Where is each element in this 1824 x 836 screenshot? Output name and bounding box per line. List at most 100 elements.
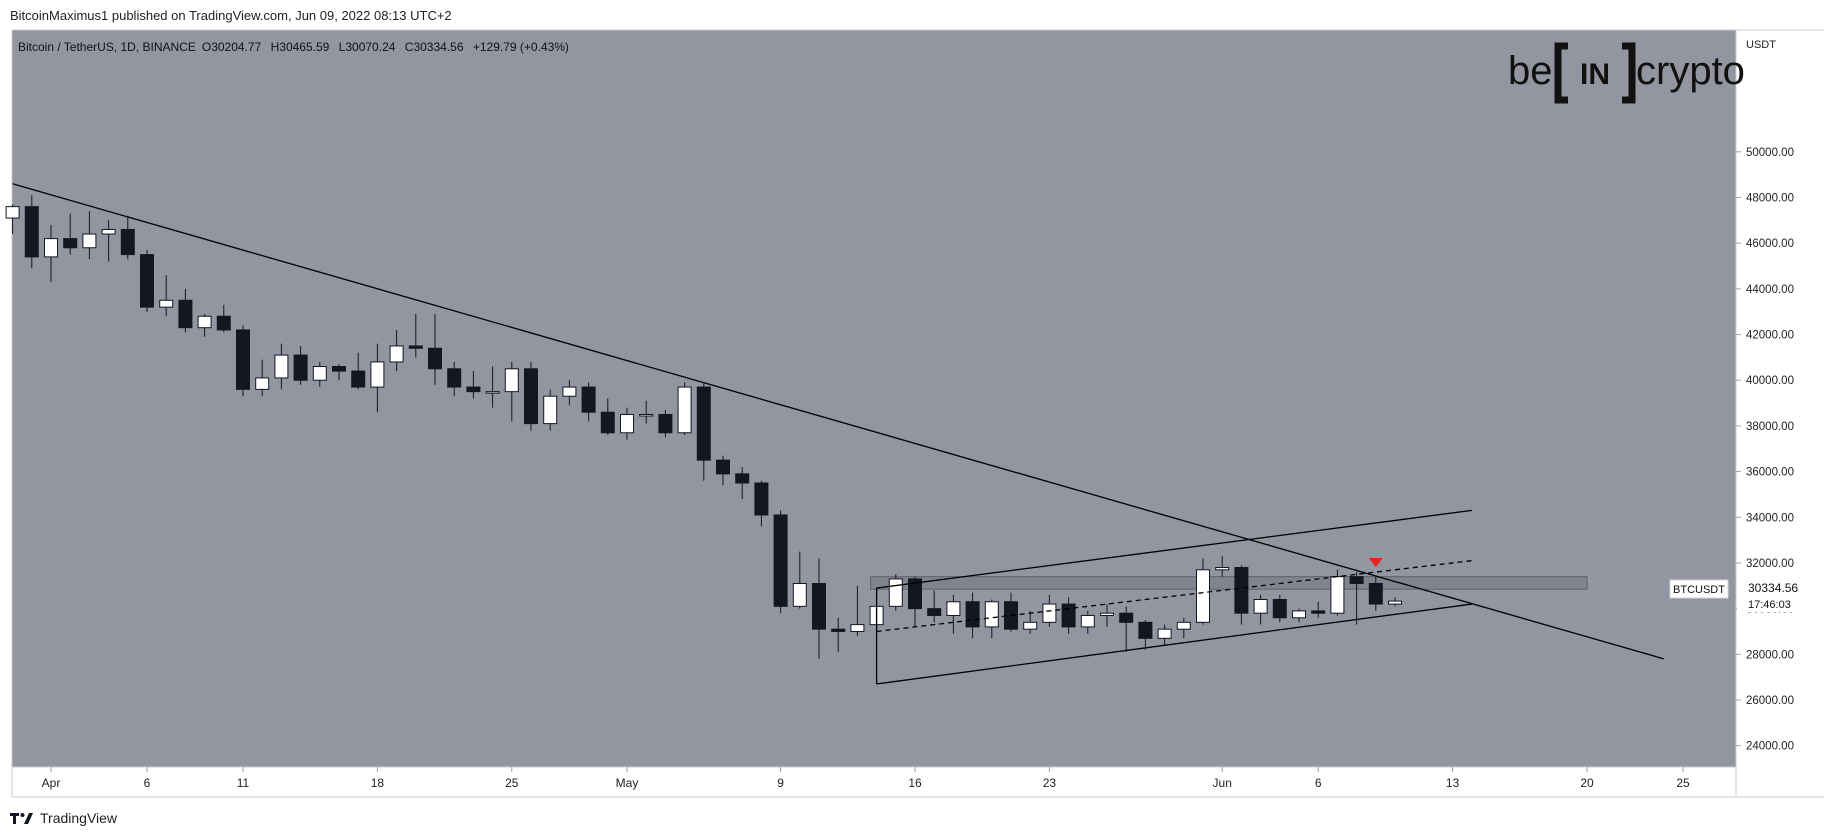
candle[interactable] <box>1100 604 1114 627</box>
y-tick-label: 26000.00 <box>1746 695 1794 707</box>
candle[interactable] <box>1368 576 1383 611</box>
candle[interactable] <box>1157 624 1172 646</box>
y-tick-label: 44000.00 <box>1746 284 1794 296</box>
candle[interactable] <box>370 343 385 413</box>
candle[interactable] <box>1023 610 1038 634</box>
candle[interactable] <box>716 455 730 486</box>
candle[interactable] <box>120 215 135 260</box>
candle[interactable] <box>24 195 39 269</box>
candle[interactable] <box>236 325 250 397</box>
candle-body-up <box>82 233 97 249</box>
candle[interactable] <box>216 304 231 333</box>
footer-brand[interactable]: TradingView <box>10 808 117 828</box>
candle[interactable] <box>831 617 846 653</box>
candle[interactable] <box>1080 610 1095 634</box>
candle[interactable] <box>504 361 519 422</box>
candle[interactable] <box>946 594 961 634</box>
last-price-tag[interactable]: BTCUSDT 30334.56 17:46:03 <box>1669 578 1823 612</box>
candle[interactable] <box>677 382 692 436</box>
candle[interactable] <box>754 480 769 527</box>
y-tick-label: 32000.00 <box>1746 558 1794 570</box>
candle-body-down <box>735 473 750 484</box>
candle[interactable] <box>1330 569 1345 616</box>
candle[interactable] <box>620 407 634 440</box>
candle[interactable] <box>1292 608 1306 623</box>
candle[interactable] <box>735 467 750 499</box>
candle[interactable] <box>1349 572 1364 625</box>
x-tick-label: May <box>616 776 639 790</box>
candle-body-down <box>293 354 308 381</box>
candle[interactable] <box>1272 594 1287 623</box>
candle[interactable] <box>1215 556 1230 577</box>
candle-body-up <box>888 578 903 607</box>
candle[interactable] <box>696 382 711 481</box>
candle[interactable] <box>255 359 270 397</box>
candle[interactable] <box>600 398 615 436</box>
candle-body-down <box>447 368 462 388</box>
candle-body-up <box>1042 603 1057 623</box>
candle[interactable] <box>159 275 174 317</box>
candle-body-up <box>389 345 404 363</box>
candle[interactable] <box>581 382 596 422</box>
candle[interactable] <box>1196 558 1210 625</box>
rejection-arrow-icon <box>1368 557 1383 567</box>
candle[interactable] <box>1138 620 1153 650</box>
candle[interactable] <box>812 558 826 659</box>
candle[interactable] <box>1311 601 1326 618</box>
trendlines <box>12 183 1664 685</box>
candle[interactable] <box>658 409 673 438</box>
candle[interactable] <box>408 313 423 358</box>
candle[interactable] <box>293 345 308 385</box>
candle-body-up <box>850 624 865 632</box>
time-axis[interactable] <box>12 767 1736 797</box>
candle-body-up <box>274 354 289 379</box>
candle[interactable] <box>888 574 903 611</box>
candle[interactable] <box>639 400 654 424</box>
candle[interactable] <box>1253 594 1268 625</box>
candle[interactable] <box>1388 597 1402 607</box>
candle[interactable] <box>466 371 481 399</box>
descending-trendline[interactable] <box>12 183 1664 660</box>
candle[interactable] <box>524 361 538 431</box>
candle[interactable] <box>389 329 404 372</box>
candle-body-down <box>1349 576 1364 584</box>
candle[interactable] <box>197 313 212 337</box>
candle[interactable] <box>178 288 193 333</box>
plot-area[interactable] <box>12 30 1736 767</box>
x-tick-label: Apr <box>42 776 61 790</box>
candle[interactable] <box>1176 617 1191 639</box>
candle[interactable] <box>44 224 58 283</box>
candle-body-down <box>63 238 78 249</box>
candle[interactable] <box>447 361 462 397</box>
candle[interactable] <box>428 313 442 385</box>
candle[interactable] <box>63 213 78 255</box>
candle[interactable] <box>312 361 327 388</box>
candle[interactable] <box>485 366 500 408</box>
candle[interactable] <box>984 599 999 639</box>
candle[interactable] <box>140 250 154 312</box>
channel-midline[interactable] <box>876 560 1472 633</box>
candle[interactable] <box>562 380 577 406</box>
candle[interactable] <box>850 585 865 637</box>
candle[interactable] <box>332 364 346 381</box>
candle[interactable] <box>1119 606 1134 653</box>
candle[interactable] <box>543 389 558 431</box>
candle-body-down <box>1368 582 1383 605</box>
candle[interactable] <box>908 576 922 627</box>
candle[interactable] <box>351 352 366 390</box>
candle[interactable] <box>101 220 116 262</box>
candle[interactable] <box>792 551 807 609</box>
candle[interactable] <box>1061 597 1076 634</box>
candle[interactable] <box>274 343 289 390</box>
candle[interactable] <box>927 590 942 623</box>
channel-lower-line[interactable] <box>876 603 1472 685</box>
channel-upper-line[interactable] <box>876 509 1472 589</box>
resistance-zone[interactable] <box>870 576 1588 590</box>
price-axis[interactable] <box>1736 30 1824 767</box>
candle[interactable] <box>1234 565 1249 625</box>
candle[interactable] <box>5 204 20 235</box>
candle[interactable] <box>773 510 788 614</box>
candle[interactable] <box>82 211 97 260</box>
candle-body-down <box>927 608 942 616</box>
